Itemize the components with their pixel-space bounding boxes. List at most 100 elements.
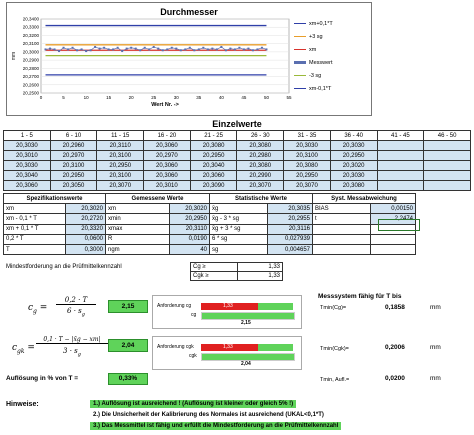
spec-label-cell: R xyxy=(105,233,170,245)
x-tick-label: 0 xyxy=(40,95,43,100)
spec-header: Spezifikationswerte xyxy=(3,192,106,205)
value-cell[interactable]: 20,3070 xyxy=(96,180,145,191)
value-cell[interactable]: 20,2950 xyxy=(96,160,145,171)
y-tick-label: 20,3100 xyxy=(23,41,40,46)
value-cell[interactable]: 20,3100 xyxy=(96,170,145,181)
value-cell[interactable]: 20,3020 xyxy=(329,160,378,171)
spec-label-cell: xmax xyxy=(105,223,170,235)
value-cell[interactable]: 20,3050 xyxy=(49,180,98,191)
cgk-val-bar xyxy=(201,353,295,361)
cgk-bar-value: 2,04 xyxy=(241,361,251,367)
y-tick-label: 20,3000 xyxy=(23,49,40,54)
value-cell[interactable]: 20,2980 xyxy=(236,150,285,161)
data-point xyxy=(202,46,205,49)
y-tick-label: 20,3400 xyxy=(23,17,40,22)
value-cell[interactable]: 20,3060 xyxy=(143,140,191,151)
cgk-req-red xyxy=(201,344,258,351)
spec-row: 0,2 * T 0,0600 R 0,0190 6 * sg 0,027939 xyxy=(3,233,416,245)
value-cell[interactable]: 20,3030 xyxy=(329,170,378,181)
value-cell[interactable]: 20,2960 xyxy=(49,140,98,151)
value-cell[interactable]: 20,3040 xyxy=(189,160,238,171)
data-point xyxy=(197,48,200,51)
value-cell[interactable] xyxy=(423,160,471,171)
data-point xyxy=(148,48,151,51)
value-cell[interactable]: 20,3100 xyxy=(283,150,331,161)
value-cell[interactable]: 20,3100 xyxy=(96,150,145,161)
data-point xyxy=(215,48,218,51)
table-row: 20,3060 20,3050 20,3070 20,3010 20,3090 20,30… xyxy=(3,180,471,191)
legend-item: Messwert xyxy=(294,60,333,66)
value-cell[interactable]: 20,3100 xyxy=(49,160,98,171)
col-header: 6 - 10 xyxy=(49,130,98,141)
value-cell[interactable] xyxy=(376,180,425,191)
legend-item: xm-0,1*T xyxy=(294,86,331,92)
col-header: 26 - 30 xyxy=(236,130,285,141)
value-cell[interactable]: 20,2950 xyxy=(189,150,238,161)
spec-label-cell: 6 * sg xyxy=(209,233,268,245)
value-cell[interactable]: 20,3090 xyxy=(189,180,238,191)
x-tick-label: 45 xyxy=(241,95,247,100)
value-cell[interactable]: 20,3030 xyxy=(3,160,51,171)
y-tick-label: 20,2800 xyxy=(23,66,40,71)
value-cell[interactable]: 20,3040 xyxy=(3,170,51,181)
spec-label-cell: x̄g - 3 * sg xyxy=(209,213,268,225)
mindest-label: Mindestforderung an die Prüfmittelkennza… xyxy=(6,264,122,270)
spec-value-cell: 20,2950 xyxy=(169,213,210,225)
data-point xyxy=(76,49,79,52)
value-cell[interactable] xyxy=(423,150,471,161)
einzelwerte-title: Einzelwerte xyxy=(212,119,262,129)
value-cell[interactable] xyxy=(423,180,471,191)
value-cell[interactable]: 20,2950 xyxy=(283,170,331,181)
value-cell[interactable] xyxy=(376,150,425,161)
cg-value: 2,15 xyxy=(108,300,148,313)
y-tick-label: 20,3200 xyxy=(23,33,40,38)
y-axis-label: mm xyxy=(11,52,17,60)
value-cell[interactable] xyxy=(376,140,425,151)
value-cell[interactable] xyxy=(423,140,471,151)
legend-label: xm-0,1*T xyxy=(309,86,332,92)
value-cell[interactable]: 20,2950 xyxy=(49,170,98,181)
cgk-req-label: Cgk ≥ xyxy=(190,271,238,281)
value-cell[interactable]: 20,3030 xyxy=(3,140,51,151)
value-cell[interactable]: 20,3010 xyxy=(3,150,51,161)
value-cell[interactable]: 20,2970 xyxy=(49,150,98,161)
value-cell[interactable]: 20,3030 xyxy=(283,140,331,151)
value-cell[interactable]: 20,3060 xyxy=(189,170,238,181)
value-cell[interactable]: 20,2950 xyxy=(329,150,378,161)
value-cell[interactable]: 20,3080 xyxy=(189,140,238,151)
spec-value-cell: 20,3116 xyxy=(267,223,313,235)
value-cell[interactable]: 20,2970 xyxy=(143,150,191,161)
value-cell[interactable]: 20,3070 xyxy=(283,180,331,191)
cgk-sub: gk xyxy=(17,347,25,355)
value-cell[interactable] xyxy=(376,170,425,181)
value-cell[interactable]: 20,3060 xyxy=(143,160,191,171)
x-tick-label: 35 xyxy=(196,95,202,100)
col-header: 41 - 45 xyxy=(376,130,425,141)
cgk-symbol: c xyxy=(12,343,18,353)
value-cell[interactable]: 20,3010 xyxy=(143,180,191,191)
value-cell[interactable]: 20,3080 xyxy=(236,140,285,151)
selected-cell[interactable] xyxy=(378,219,420,231)
spec-value-cell: 0,0190 xyxy=(169,233,210,245)
value-cell[interactable]: 20,3070 xyxy=(236,180,285,191)
y-tick-label: 20,3300 xyxy=(23,25,40,30)
data-point xyxy=(166,48,169,51)
spec-value-cell: 20,3020 xyxy=(169,203,210,215)
value-cell[interactable]: 20,3060 xyxy=(143,170,191,181)
data-point xyxy=(107,48,110,51)
col-header: 21 - 25 xyxy=(189,130,238,141)
x-tick-label: 25 xyxy=(151,95,157,100)
cg-req-red xyxy=(201,303,258,310)
data-point xyxy=(242,48,245,51)
value-cell[interactable]: 20,3030 xyxy=(329,140,378,151)
spec-value-cell: 0,027939 xyxy=(267,233,313,245)
value-cell[interactable]: 20,3110 xyxy=(96,140,145,151)
value-cell[interactable]: 20,3060 xyxy=(3,180,51,191)
value-cell[interactable] xyxy=(423,170,471,181)
cgk-num: 0,1 · T − |x̄g − xm| xyxy=(36,336,108,344)
value-cell[interactable]: 20,3080 xyxy=(236,160,285,171)
value-cell[interactable] xyxy=(376,160,425,171)
value-cell[interactable]: 20,3080 xyxy=(329,180,378,191)
value-cell[interactable]: 20,2990 xyxy=(236,170,285,181)
value-cell[interactable]: 20,3080 xyxy=(283,160,331,171)
